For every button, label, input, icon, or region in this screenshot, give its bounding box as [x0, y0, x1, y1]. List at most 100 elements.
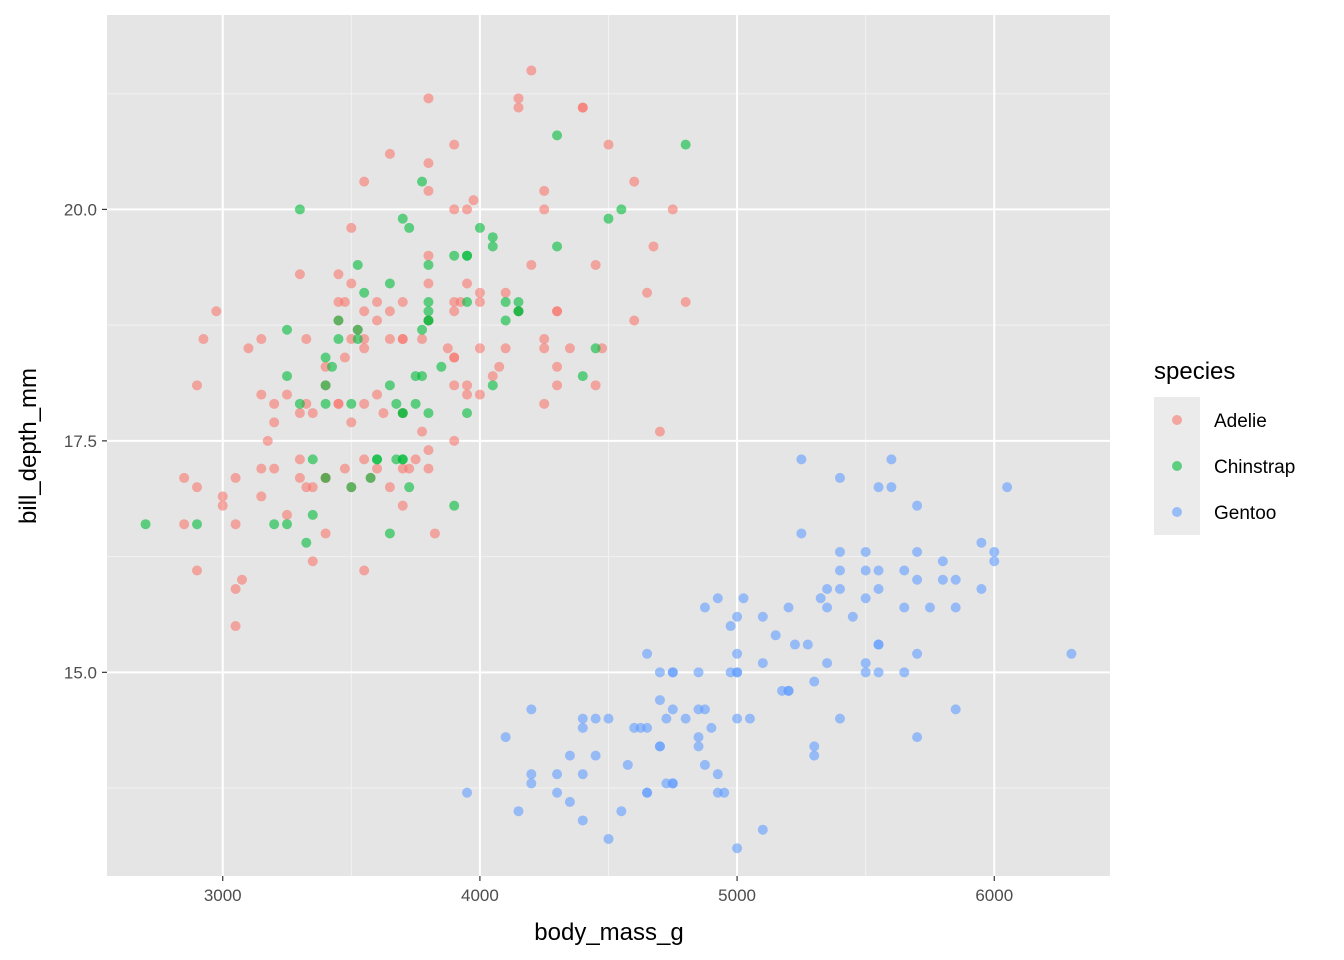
point-gentoo — [937, 556, 948, 567]
point-adelie — [423, 93, 434, 104]
point-gentoo — [912, 574, 923, 585]
point-adelie — [487, 371, 498, 382]
point-gentoo — [1066, 648, 1077, 659]
point-chinstrap — [365, 472, 376, 483]
point-adelie — [378, 408, 389, 419]
point-adelie — [179, 472, 190, 483]
point-adelie — [417, 426, 428, 437]
point-gentoo — [712, 769, 723, 780]
point-adelie — [442, 343, 453, 354]
point-gentoo — [744, 713, 755, 724]
point-gentoo — [500, 732, 511, 743]
point-adelie — [449, 380, 460, 391]
point-gentoo — [886, 482, 897, 493]
point-gentoo — [667, 778, 678, 789]
point-chinstrap — [436, 361, 447, 372]
point-gentoo — [642, 648, 653, 659]
point-gentoo — [899, 602, 910, 613]
point-gentoo — [989, 546, 1000, 557]
point-chinstrap — [282, 371, 293, 382]
point-adelie — [526, 259, 537, 270]
point-gentoo — [699, 602, 710, 613]
point-adelie — [346, 278, 357, 289]
point-adelie — [462, 389, 473, 400]
point-chinstrap — [372, 454, 383, 465]
point-gentoo — [725, 621, 736, 632]
point-gentoo — [552, 787, 563, 798]
point-adelie — [654, 426, 665, 437]
point-adelie — [474, 343, 485, 354]
legend-key-gentoo — [1172, 507, 1182, 517]
point-adelie — [603, 139, 614, 150]
point-gentoo — [732, 713, 743, 724]
point-chinstrap — [500, 315, 511, 326]
point-adelie — [423, 250, 434, 261]
point-gentoo — [989, 556, 1000, 567]
point-chinstrap — [462, 250, 473, 261]
point-gentoo — [1002, 482, 1013, 493]
point-chinstrap — [417, 371, 428, 382]
point-gentoo — [513, 806, 524, 817]
point-adelie — [462, 204, 473, 215]
point-chinstrap — [404, 482, 415, 493]
point-adelie — [474, 297, 485, 307]
point-gentoo — [834, 584, 845, 594]
point-gentoo — [809, 741, 820, 752]
point-adelie — [269, 417, 280, 428]
point-chinstrap — [474, 222, 485, 233]
point-gentoo — [950, 602, 961, 613]
point-adelie — [179, 519, 190, 530]
point-gentoo — [873, 482, 884, 493]
point-gentoo — [667, 667, 678, 678]
point-adelie — [680, 297, 691, 307]
point-gentoo — [873, 584, 884, 594]
y-axis-ticks: 15.0 17.5 20.0 — [64, 200, 107, 682]
x-tick-label: 3000 — [204, 886, 242, 905]
point-chinstrap — [307, 454, 318, 465]
point-adelie — [590, 259, 601, 270]
point-adelie — [404, 463, 415, 474]
point-adelie — [410, 454, 421, 465]
point-gentoo — [783, 602, 794, 613]
point-adelie — [256, 334, 267, 345]
point-gentoo — [577, 722, 588, 733]
point-chinstrap — [320, 472, 331, 483]
point-gentoo — [847, 611, 858, 622]
point-gentoo — [834, 565, 845, 576]
point-gentoo — [590, 750, 601, 761]
point-chinstrap — [487, 232, 498, 243]
point-gentoo — [886, 454, 897, 465]
point-gentoo — [796, 454, 807, 465]
point-adelie — [494, 361, 505, 372]
x-axis-ticks: 3000 4000 5000 6000 — [204, 876, 1013, 905]
point-chinstrap — [487, 380, 498, 391]
point-adelie — [307, 408, 318, 419]
point-adelie — [230, 621, 241, 632]
point-gentoo — [976, 584, 987, 594]
point-adelie — [500, 287, 511, 298]
point-adelie — [449, 139, 460, 150]
point-adelie — [359, 398, 370, 409]
point-gentoo — [693, 732, 704, 743]
point-adelie — [256, 389, 267, 400]
point-adelie — [423, 463, 434, 474]
point-gentoo — [802, 639, 813, 650]
point-chinstrap — [301, 537, 312, 548]
point-chinstrap — [352, 324, 363, 335]
point-adelie — [423, 278, 434, 289]
point-adelie — [243, 343, 254, 354]
point-adelie — [648, 241, 659, 252]
point-gentoo — [564, 750, 575, 761]
point-gentoo — [822, 658, 833, 669]
point-adelie — [320, 528, 331, 539]
point-gentoo — [693, 741, 704, 752]
point-adelie — [333, 398, 344, 409]
x-tick-label: 4000 — [461, 886, 499, 905]
point-gentoo — [738, 593, 749, 604]
point-gentoo — [699, 759, 710, 770]
point-gentoo — [822, 584, 833, 594]
point-adelie — [294, 408, 305, 419]
point-gentoo — [667, 704, 678, 715]
point-chinstrap — [513, 297, 524, 307]
